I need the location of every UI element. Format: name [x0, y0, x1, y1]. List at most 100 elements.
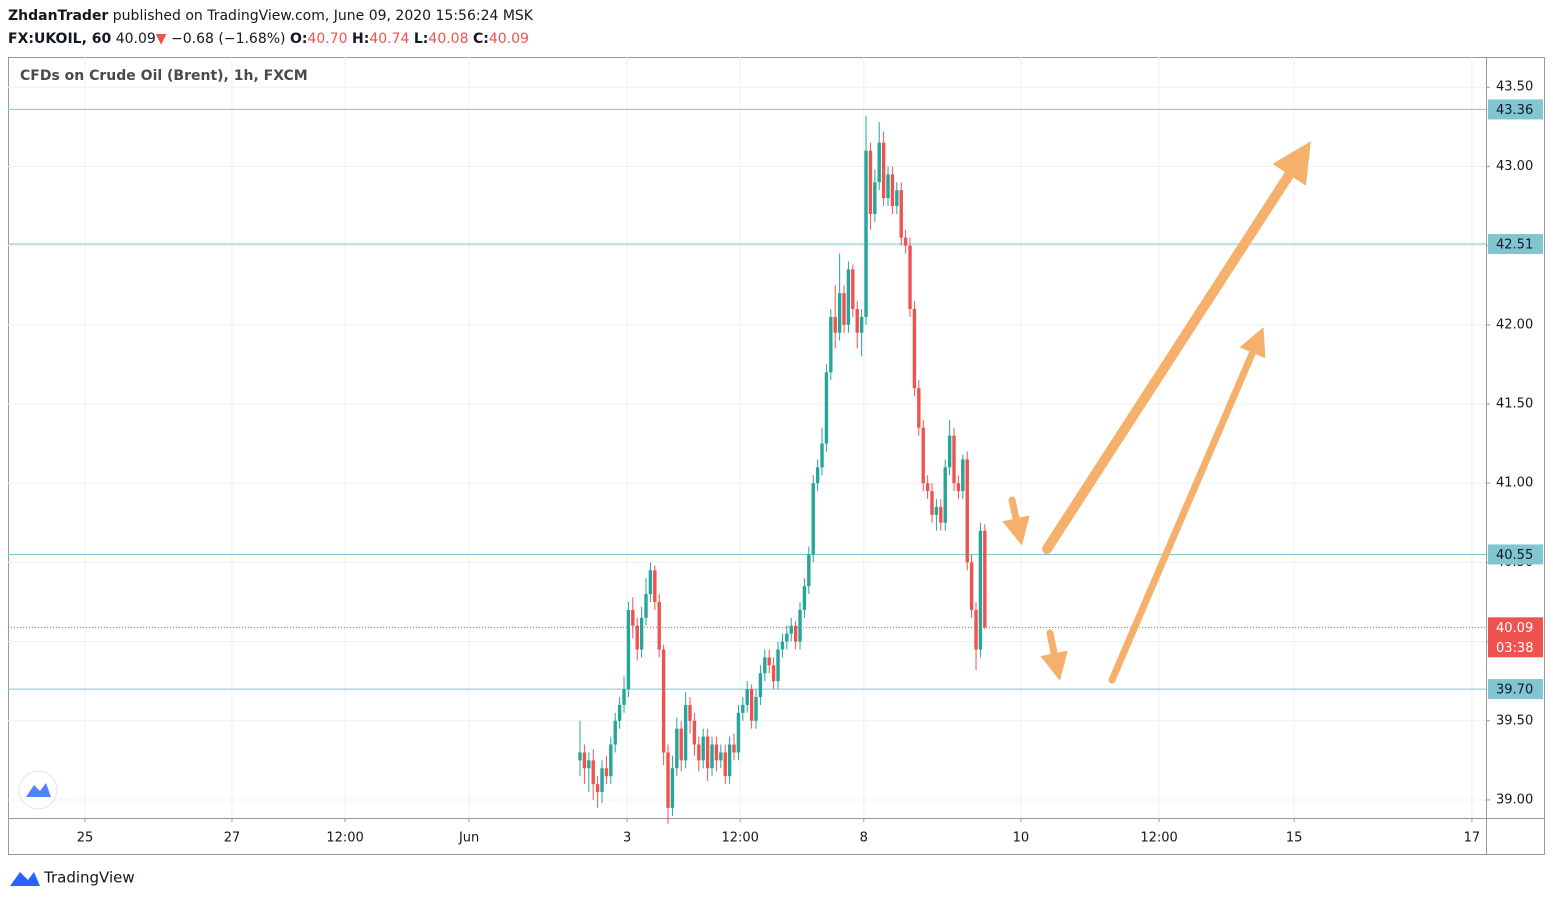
candle-body [798, 609, 802, 642]
candle-body [859, 316, 864, 333]
candle-body [877, 142, 881, 183]
candle-body [780, 641, 785, 650]
arrow [1002, 496, 1030, 546]
candle-body [952, 435, 956, 484]
candle-body [947, 435, 952, 468]
candle-body [609, 744, 613, 777]
close-label: C: [473, 31, 489, 47]
candle-body [771, 665, 776, 682]
candle-body [802, 586, 807, 610]
candle-body [956, 483, 961, 492]
x-tick-label: 17 [1464, 831, 1481, 846]
last: 40.09 [116, 31, 156, 47]
candle-body [675, 728, 679, 769]
symbol-line: FX:UKOIL, 60 40.09▼ −0.68 (−1.68%) O:40.… [8, 31, 529, 47]
high: 40.74 [369, 31, 409, 47]
candle-body [873, 182, 877, 214]
candle-body [732, 744, 736, 753]
candle-body [644, 594, 648, 618]
y-tick-label: 41.50 [1496, 397, 1533, 412]
candle-body [758, 673, 763, 698]
level-tag [1488, 544, 1543, 565]
candle-body [908, 245, 912, 309]
y-tick-label: 42.00 [1496, 317, 1533, 332]
candle-body [723, 752, 727, 777]
candle-body [921, 427, 925, 484]
candle-body [939, 506, 943, 523]
candle-body [666, 752, 670, 808]
candle-body [578, 752, 582, 761]
low-label: L: [414, 31, 429, 47]
frame [8, 57, 1545, 855]
level-label: 40.55 [1496, 548, 1533, 563]
candle-body [837, 293, 842, 333]
candle-body [903, 237, 908, 246]
author: ZhdanTrader [8, 8, 108, 24]
candle-body [692, 720, 697, 745]
annotation-arrows [1002, 141, 1311, 684]
y-tick-label: 41.00 [1496, 476, 1533, 491]
y-tick-label: 43.00 [1496, 159, 1533, 174]
candle-body [754, 697, 758, 721]
candle-body [961, 459, 965, 492]
candle-body [767, 657, 771, 666]
candle-body [842, 293, 846, 325]
candle-body [727, 744, 732, 777]
candle-body [917, 388, 921, 428]
candle-body [741, 704, 745, 713]
low: 40.08 [428, 31, 468, 47]
candle-body [631, 609, 635, 626]
candle-body [811, 483, 815, 555]
candle-body [943, 467, 947, 523]
levels [8, 108, 1486, 690]
candle-body [617, 704, 622, 721]
candle-body [749, 689, 754, 721]
footer-logo [10, 872, 40, 886]
chart-title: CFDs on Crude Oil (Brent), 1h, FXCM [20, 68, 308, 84]
candle-body [701, 736, 705, 761]
x-tick-label: 12:00 [1140, 831, 1177, 846]
level-tag [1488, 99, 1543, 120]
candle-body [679, 728, 683, 761]
y-tick-label: 39.50 [1496, 713, 1533, 728]
candle-body [688, 704, 692, 721]
candle-body [613, 720, 617, 745]
candle-body [899, 190, 903, 238]
candle-body [895, 190, 899, 207]
candle-body [582, 752, 587, 769]
candle-body [846, 269, 851, 325]
high-label: H: [352, 31, 369, 47]
candle-body [763, 657, 767, 674]
candle-body [912, 308, 917, 389]
candle-body [587, 760, 591, 769]
candle-body [824, 372, 829, 444]
candle-body [864, 150, 868, 317]
candle-body [683, 704, 688, 761]
down-icon: ▼ [156, 31, 167, 47]
candle-body [807, 554, 811, 587]
candle-body [648, 570, 653, 595]
candle-body [714, 744, 719, 761]
y-tick-label: 43.50 [1496, 80, 1533, 95]
level-label: 39.70 [1496, 683, 1533, 698]
candle-body [719, 752, 723, 761]
candle-body [855, 308, 859, 333]
candle-body [785, 633, 789, 642]
level-label: 42.51 [1496, 238, 1533, 253]
candle-body [793, 625, 798, 642]
candle-body [657, 601, 661, 650]
y-tick-label: 39.00 [1496, 792, 1533, 807]
candle-body [969, 562, 974, 610]
candle-body [670, 768, 675, 808]
candle-body [591, 760, 595, 785]
candle-body [635, 625, 639, 650]
grid [8, 57, 1486, 818]
candle-body [815, 467, 820, 484]
candle-body [930, 491, 934, 515]
candle-body [710, 744, 714, 769]
symbol: FX:UKOIL, 60 [8, 31, 112, 47]
candle-body [890, 174, 895, 207]
x-tick-label: 25 [77, 831, 94, 846]
candle-body [604, 768, 609, 777]
x-tick-label: 27 [224, 831, 241, 846]
